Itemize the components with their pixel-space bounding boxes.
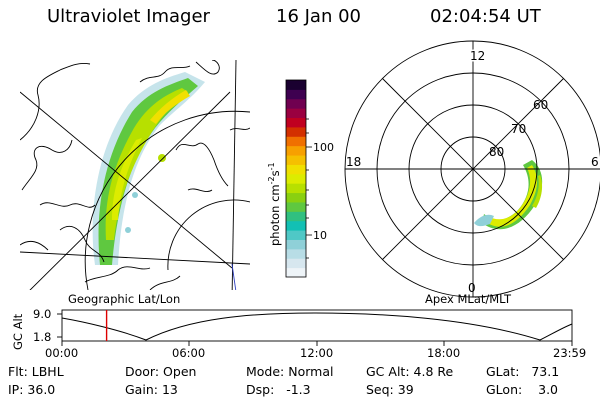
seq-status: Seq: 39	[366, 382, 414, 397]
colorbar-unit-label: photon cm-2s-1	[267, 162, 282, 246]
glat-status: GLat: 73.1	[486, 364, 560, 379]
orbit-altitude-plot	[57, 309, 573, 346]
colorbar-tick-10: 10	[313, 229, 327, 242]
gain-status: Gain: 13	[125, 382, 178, 397]
colorbar-segment	[286, 89, 306, 100]
mlt-label-18: 18	[346, 155, 361, 169]
orbit-xtick-1200: 12:00	[300, 346, 333, 360]
colorbar	[286, 80, 306, 278]
coastlines	[20, 60, 250, 290]
geographic-panel-label: Geographic Lat/Lon	[68, 292, 180, 306]
orbit-xtick-0000: 00:00	[45, 346, 78, 360]
mlt-label-6: 6	[591, 155, 599, 169]
apex-panel-label: Apex MLat/MLT	[425, 292, 512, 306]
colorbar-segment	[286, 164, 306, 175]
colorbar-segment	[286, 211, 306, 222]
colorbar-segment	[286, 173, 306, 184]
mlat-label-70: 70	[511, 122, 526, 136]
orbit-xtick-1800: 18:00	[427, 346, 460, 360]
mode-status: Mode: Normal	[246, 364, 334, 379]
orbit-ytick-1-8: 1.8	[33, 330, 51, 344]
lat-lon-grid	[20, 60, 250, 290]
orbit-xtick-2359: 23:59	[553, 346, 586, 360]
door-status: Door: Open	[125, 364, 197, 379]
orbit-ytick-9: 9.0	[33, 307, 51, 321]
colorbar-segment	[286, 155, 306, 165]
orbit-xticks	[57, 313, 573, 346]
colorbar-segment	[286, 98, 306, 109]
colorbar-segment	[286, 201, 306, 212]
colorbar-segment	[286, 117, 306, 128]
colorbar-segment	[286, 145, 306, 156]
geographic-map	[20, 60, 250, 290]
glon-status: GLon: 3.0	[486, 382, 559, 397]
instrument-title: Ultraviolet Imager	[47, 6, 210, 27]
ip-status: IP: 36.0	[8, 382, 56, 397]
colorbar-ticks	[306, 118, 312, 259]
colorbar-segment	[286, 239, 306, 250]
date-label: 16 Jan 00	[276, 6, 361, 27]
colorbar-segment	[286, 258, 306, 269]
filter-status: Flt: LBHL	[8, 364, 64, 379]
mlat-label-80: 80	[489, 145, 504, 159]
colorbar-segment	[286, 267, 306, 278]
aurora-band-polar	[474, 160, 543, 230]
mlt-12-halo: 12	[470, 49, 485, 63]
orbit-xtick-0600: 06:00	[172, 346, 205, 360]
colorbar-segment	[286, 183, 306, 194]
colorbar-segment	[286, 80, 306, 90]
polar-plot: 12 12 18 6 0 60 70 80	[344, 40, 600, 298]
colorbar-tick-100: 100	[313, 141, 334, 154]
mlat-label-60: 60	[533, 98, 548, 112]
colorbar-segment	[286, 230, 306, 240]
colorbar-segment	[286, 192, 306, 203]
colorbar-segment	[286, 126, 306, 137]
colorbar-segment	[286, 136, 306, 147]
colorbar-segment	[286, 248, 306, 259]
time-label: 02:04:54 UT	[430, 6, 541, 27]
dsp-status: Dsp: -1.3	[246, 382, 311, 397]
mlt-label-0: 0	[468, 281, 476, 295]
gc-alt-status: GC Alt: 4.8 Re	[366, 364, 454, 379]
polar-grid	[344, 40, 600, 298]
orbit-ylabel: GC Alt	[11, 313, 25, 350]
mlt-label-12: 12	[470, 49, 485, 63]
colorbar-segment	[286, 220, 306, 231]
colorbar-segment	[286, 108, 306, 119]
aurora-band-geographic	[92, 72, 205, 265]
